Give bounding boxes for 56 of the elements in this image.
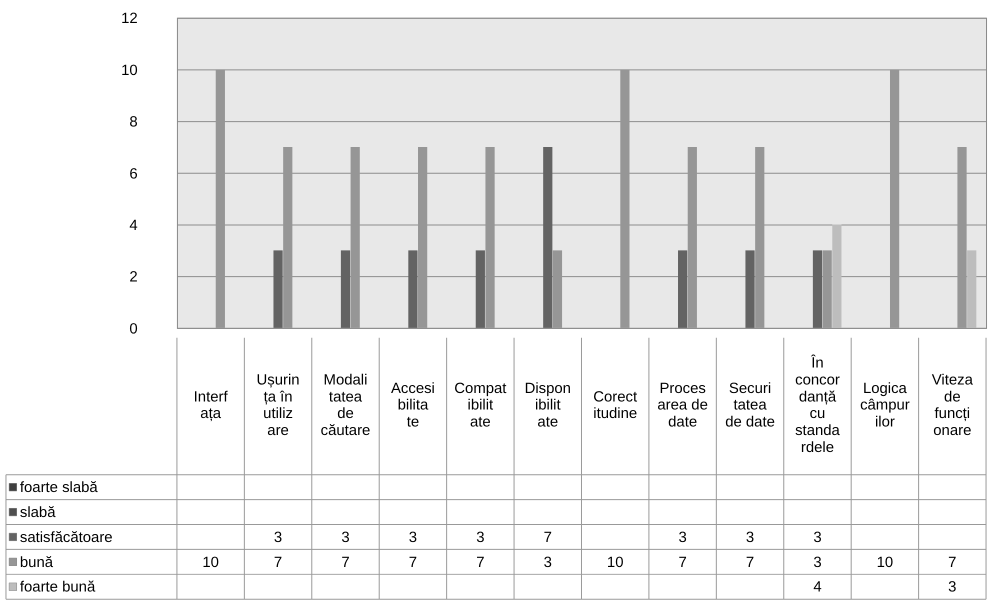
x-tick-label: Modalitatea de căutare <box>320 372 370 440</box>
x-tick-label: Ușurința în utilizare <box>256 372 300 440</box>
data-label: 10 <box>202 554 219 571</box>
data-label: 7 <box>341 554 350 571</box>
bar <box>273 250 283 328</box>
legend-label: foarte bună <box>20 580 96 596</box>
bar <box>967 250 976 328</box>
x-tick-label: În concordanță cu standardele <box>795 353 841 456</box>
x-tick-label: Compatibilitate <box>454 380 508 431</box>
bar <box>408 250 418 328</box>
legend-label: slabă <box>20 505 56 522</box>
data-label: 3 <box>948 580 956 596</box>
x-tick-label: Logica câmpurilor <box>860 380 910 431</box>
data-label: 7 <box>678 554 687 571</box>
legend-label: satisfăcătoare <box>20 530 113 546</box>
data-label: 10 <box>876 554 894 571</box>
bar <box>476 250 485 328</box>
data-label: 4 <box>813 580 822 596</box>
legend-label: foarte slabă <box>20 480 98 496</box>
data-label: 3 <box>408 530 418 546</box>
data-label: 3 <box>813 554 822 571</box>
data-label: 7 <box>948 554 956 571</box>
x-tick-label: Interfața <box>194 389 228 422</box>
data-label: 3 <box>341 530 350 546</box>
bar <box>340 250 350 328</box>
data-label: 7 <box>544 530 552 546</box>
bar <box>812 250 822 328</box>
legend-label: bună <box>20 554 54 571</box>
x-tick-label: Accesibilitate <box>390 380 435 431</box>
x-tick-label: Procesarea de date <box>657 380 708 431</box>
y-tick-label: 6 <box>129 166 138 182</box>
data-label: 3 <box>544 554 552 571</box>
x-tick-label: Corectitudine <box>593 389 638 422</box>
y-tick-label: 0 <box>129 321 138 338</box>
data-label: 3 <box>476 530 484 546</box>
x-tick-label: Securitatea de date <box>725 380 775 431</box>
data-label: 3 <box>813 530 822 546</box>
data-label: 3 <box>678 530 687 546</box>
y-tick-label: 8 <box>129 114 138 131</box>
data-label: 7 <box>274 554 282 571</box>
data-label: 7 <box>408 554 418 571</box>
data-label: 3 <box>274 530 282 546</box>
bar <box>678 250 688 328</box>
bar <box>745 250 755 328</box>
data-label: 10 <box>606 554 624 571</box>
x-tick-label: Disponibilitate <box>524 380 571 431</box>
y-tick-label: 4 <box>129 218 138 234</box>
y-tick-label: 2 <box>129 270 138 286</box>
bar <box>543 146 552 328</box>
y-tick-label: 12 <box>121 11 138 28</box>
data-label: 7 <box>476 554 484 571</box>
bar <box>832 224 842 328</box>
x-tick-label: Viteza de funcționare <box>932 372 974 440</box>
y-tick-label: 10 <box>121 62 138 79</box>
data-label: 3 <box>746 530 754 546</box>
data-label: 7 <box>746 554 754 571</box>
